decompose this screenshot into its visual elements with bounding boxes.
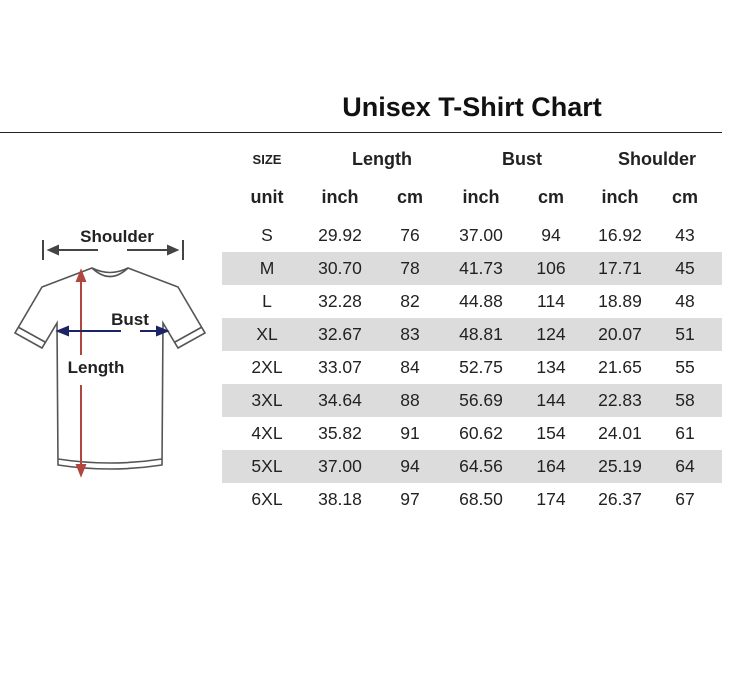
title-divider bbox=[0, 132, 722, 133]
shoulder-header: Shoulder bbox=[617, 148, 696, 169]
value-cell: 58 bbox=[675, 390, 695, 410]
table-row: 3XL 34.64 88 56.69 144 22.83 58 bbox=[222, 384, 722, 417]
value-cell: 67 bbox=[675, 489, 695, 509]
unit-cell: inch bbox=[601, 186, 639, 207]
value-cell: 48 bbox=[675, 291, 695, 311]
size-cell: 4XL bbox=[251, 423, 283, 443]
value-cell: 94 bbox=[400, 456, 420, 476]
value-cell: 48.81 bbox=[459, 324, 503, 344]
value-cell: 154 bbox=[536, 423, 566, 443]
value-cell: 21.65 bbox=[598, 357, 642, 377]
value-cell: 97 bbox=[400, 489, 420, 509]
value-cell: 88 bbox=[400, 390, 420, 410]
value-cell: 32.67 bbox=[318, 324, 362, 344]
value-cell: 26.37 bbox=[598, 489, 642, 509]
chart-title: Unisex T-Shirt Chart bbox=[342, 92, 602, 122]
size-table: SIZE Length Bust Shoulder unit inch cm i… bbox=[222, 143, 722, 516]
value-cell: 41.73 bbox=[459, 258, 503, 278]
value-cell: 82 bbox=[400, 291, 420, 311]
group-header-row: SIZE Length Bust Shoulder bbox=[222, 143, 722, 175]
shoulder-arrow-icon bbox=[42, 240, 184, 260]
value-cell: 144 bbox=[536, 390, 566, 410]
table-row: 5XL 37.00 94 64.56 164 25.19 64 bbox=[222, 450, 722, 483]
value-cell: 16.92 bbox=[598, 225, 642, 245]
tshirt-diagram: Shoulder Bust Length bbox=[13, 227, 207, 478]
value-cell: 35.82 bbox=[318, 423, 362, 443]
value-cell: 64.56 bbox=[459, 456, 503, 476]
bust-arrow-icon bbox=[55, 325, 170, 337]
value-cell: 174 bbox=[536, 489, 566, 509]
table-row: 6XL 38.18 97 68.50 174 26.37 67 bbox=[222, 483, 722, 516]
unit-cell: inch bbox=[462, 186, 500, 207]
value-cell: 124 bbox=[536, 324, 566, 344]
value-cell: 68.50 bbox=[459, 489, 503, 509]
value-cell: 52.75 bbox=[459, 357, 503, 377]
value-cell: 51 bbox=[675, 324, 695, 344]
table-row: 2XL 33.07 84 52.75 134 21.65 55 bbox=[222, 351, 722, 384]
unit-label: unit bbox=[250, 186, 284, 207]
value-cell: 33.07 bbox=[318, 357, 362, 377]
value-cell: 29.92 bbox=[318, 225, 362, 245]
table-row: XL 32.67 83 48.81 124 20.07 51 bbox=[222, 318, 722, 351]
value-cell: 64 bbox=[675, 456, 695, 476]
tshirt-outline-icon bbox=[13, 267, 207, 470]
table-row: S 29.92 76 37.00 94 16.92 43 bbox=[222, 219, 722, 252]
value-cell: 37.00 bbox=[318, 456, 362, 476]
value-cell: 32.28 bbox=[318, 291, 362, 311]
value-cell: 94 bbox=[541, 225, 561, 245]
value-cell: 45 bbox=[675, 258, 695, 278]
value-cell: 38.18 bbox=[318, 489, 362, 509]
value-cell: 91 bbox=[400, 423, 420, 443]
length-label: Length bbox=[68, 358, 125, 377]
size-cell: 3XL bbox=[251, 390, 283, 410]
value-cell: 43 bbox=[675, 225, 695, 245]
size-cell: 5XL bbox=[251, 456, 283, 476]
size-cell: 6XL bbox=[251, 489, 283, 509]
table-row: L 32.28 82 44.88 114 18.89 48 bbox=[222, 285, 722, 318]
value-cell: 164 bbox=[536, 456, 566, 476]
unit-cell: cm bbox=[671, 186, 698, 207]
size-cell: S bbox=[261, 225, 273, 245]
value-cell: 24.01 bbox=[598, 423, 642, 443]
value-cell: 37.00 bbox=[459, 225, 503, 245]
bust-label: Bust bbox=[111, 310, 149, 329]
value-cell: 55 bbox=[675, 357, 695, 377]
table-row: M 30.70 78 41.73 106 17.71 45 bbox=[222, 252, 722, 285]
value-cell: 25.19 bbox=[598, 456, 642, 476]
value-cell: 17.71 bbox=[598, 258, 642, 278]
unit-cell: inch bbox=[321, 186, 359, 207]
value-cell: 83 bbox=[400, 324, 420, 344]
shoulder-label: Shoulder bbox=[80, 227, 154, 246]
size-cell: 2XL bbox=[251, 357, 283, 377]
unit-cell: cm bbox=[537, 186, 564, 207]
value-cell: 20.07 bbox=[598, 324, 642, 344]
length-header: Length bbox=[352, 148, 412, 169]
size-cell: L bbox=[262, 291, 272, 311]
value-cell: 34.64 bbox=[318, 390, 362, 410]
value-cell: 22.83 bbox=[598, 390, 642, 410]
unit-header-row: unit inch cm inch cm inch cm bbox=[222, 175, 722, 219]
table-row: 4XL 35.82 91 60.62 154 24.01 61 bbox=[222, 417, 722, 450]
value-cell: 76 bbox=[400, 225, 420, 245]
value-cell: 61 bbox=[675, 423, 695, 443]
table-body: S 29.92 76 37.00 94 16.92 43 M 30.70 78 41.73 106 17… bbox=[222, 219, 722, 516]
value-cell: 18.89 bbox=[598, 291, 642, 311]
value-cell: 114 bbox=[537, 291, 565, 311]
value-cell: 60.62 bbox=[459, 423, 503, 443]
size-cell: M bbox=[259, 258, 275, 278]
size-cell: XL bbox=[256, 324, 278, 344]
unit-cell: cm bbox=[396, 186, 423, 207]
value-cell: 44.88 bbox=[459, 291, 503, 311]
value-cell: 30.70 bbox=[318, 258, 362, 278]
value-cell: 106 bbox=[536, 258, 566, 278]
value-cell: 78 bbox=[400, 258, 420, 278]
length-arrow-icon bbox=[75, 268, 87, 478]
value-cell: 134 bbox=[536, 357, 566, 377]
value-cell: 56.69 bbox=[459, 390, 503, 410]
bust-header: Bust bbox=[502, 148, 542, 169]
size-header: SIZE bbox=[252, 151, 282, 167]
value-cell: 84 bbox=[400, 357, 420, 377]
